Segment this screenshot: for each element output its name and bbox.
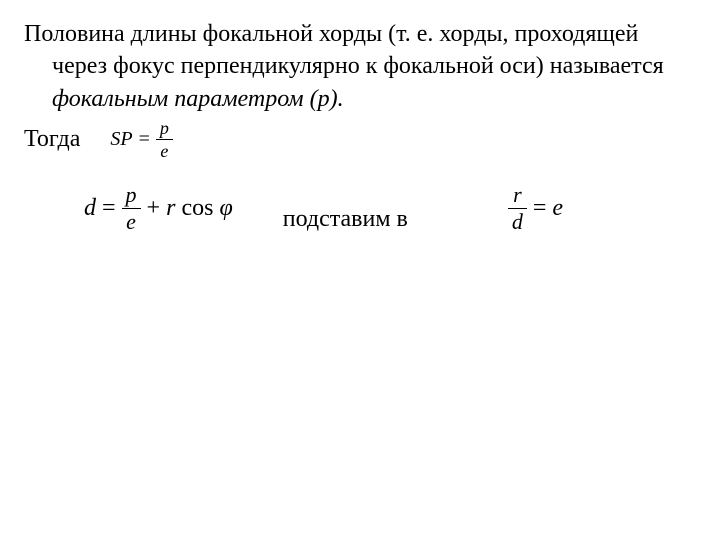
eq-rd: r d = e (508, 184, 563, 233)
slide-page: Половина длины фокальной хорды (т. е. хо… (0, 0, 720, 251)
eq-d-num: p (122, 184, 141, 206)
eq-d-den: e (122, 211, 140, 233)
definition-text: Половина длины фокальной хорды (т. е. хо… (24, 21, 664, 79)
eq-rd-rhs: e (552, 195, 563, 222)
equation-row: d = p e + r cos φ подставим в r d = e (24, 184, 696, 233)
eq-rd-den: d (508, 211, 527, 233)
eq-d: d = p e + r cos φ (84, 184, 233, 233)
eq-rd-frac: r d (508, 184, 527, 233)
eq-rd-num: r (509, 184, 526, 206)
eq-sp: SP = p e (110, 119, 173, 160)
fraction-bar (156, 139, 173, 140)
eq-d-lhs: d (84, 195, 96, 222)
eq-sp-lhs: SP (110, 128, 132, 151)
eq-sp-equals: = (139, 128, 150, 151)
eq-sp-num: p (156, 119, 173, 137)
eq-d-plus: + (147, 195, 161, 222)
eq-d-equals: = (102, 195, 116, 222)
definition-term-italic: фокальным параметром (p). (52, 86, 344, 112)
eq-sp-frac: p e (156, 119, 173, 160)
eq-d-r: r (166, 195, 175, 222)
eq-d-cos: cos (181, 195, 213, 222)
eq-rd-equals: = (533, 195, 547, 222)
eq-d-phi: φ (219, 195, 232, 222)
substitute-label: подставим в (283, 206, 408, 233)
definition-paragraph: Половина длины фокальной хорды (т. е. хо… (24, 18, 696, 115)
then-label: Тогда (24, 126, 80, 153)
eq-sp-den: e (156, 142, 172, 160)
eq-d-frac: p e (122, 184, 141, 233)
then-row: Тогда SP = p e (24, 119, 696, 160)
